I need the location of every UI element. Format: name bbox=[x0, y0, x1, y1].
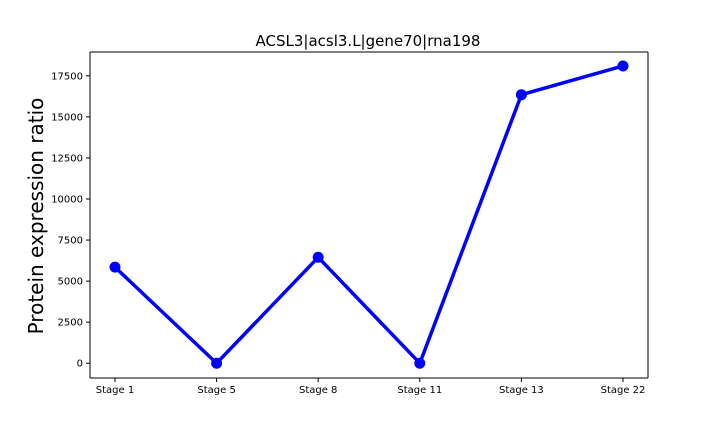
x-tick-label: Stage 11 bbox=[397, 385, 442, 396]
series-line bbox=[113, 64, 625, 365]
y-tick-label: 7500 bbox=[58, 236, 83, 247]
chart-title: ACSL3|acsl3.L|gene70|rna198 bbox=[256, 32, 481, 50]
data-point bbox=[414, 357, 426, 369]
y-tick-label: 10000 bbox=[51, 194, 83, 205]
data-point bbox=[312, 251, 324, 263]
y-tick-label: 15000 bbox=[51, 112, 83, 123]
y-tick-label: 0 bbox=[77, 359, 83, 370]
x-tick-label: Stage 8 bbox=[299, 385, 337, 396]
y-tick-label: 2500 bbox=[58, 318, 83, 329]
y-axis-label: Protein expression ratio bbox=[24, 98, 48, 335]
y-tick-label: 12500 bbox=[51, 153, 83, 164]
data-point bbox=[211, 357, 223, 369]
data-point bbox=[515, 89, 527, 101]
x-tick-label: Stage 22 bbox=[601, 385, 646, 396]
y-tick-label: 17500 bbox=[51, 71, 83, 82]
x-tick-label: Stage 13 bbox=[499, 385, 544, 396]
data-point bbox=[617, 60, 629, 72]
y-tick-label: 5000 bbox=[58, 277, 83, 288]
data-point bbox=[109, 261, 121, 273]
x-tick-label: Stage 5 bbox=[197, 385, 235, 396]
plot-area: 0 2500 5000 7500 10000 12500 15000 17500 Stage 1… bbox=[51, 51, 649, 396]
x-tick-label: Stage 1 bbox=[96, 385, 134, 396]
